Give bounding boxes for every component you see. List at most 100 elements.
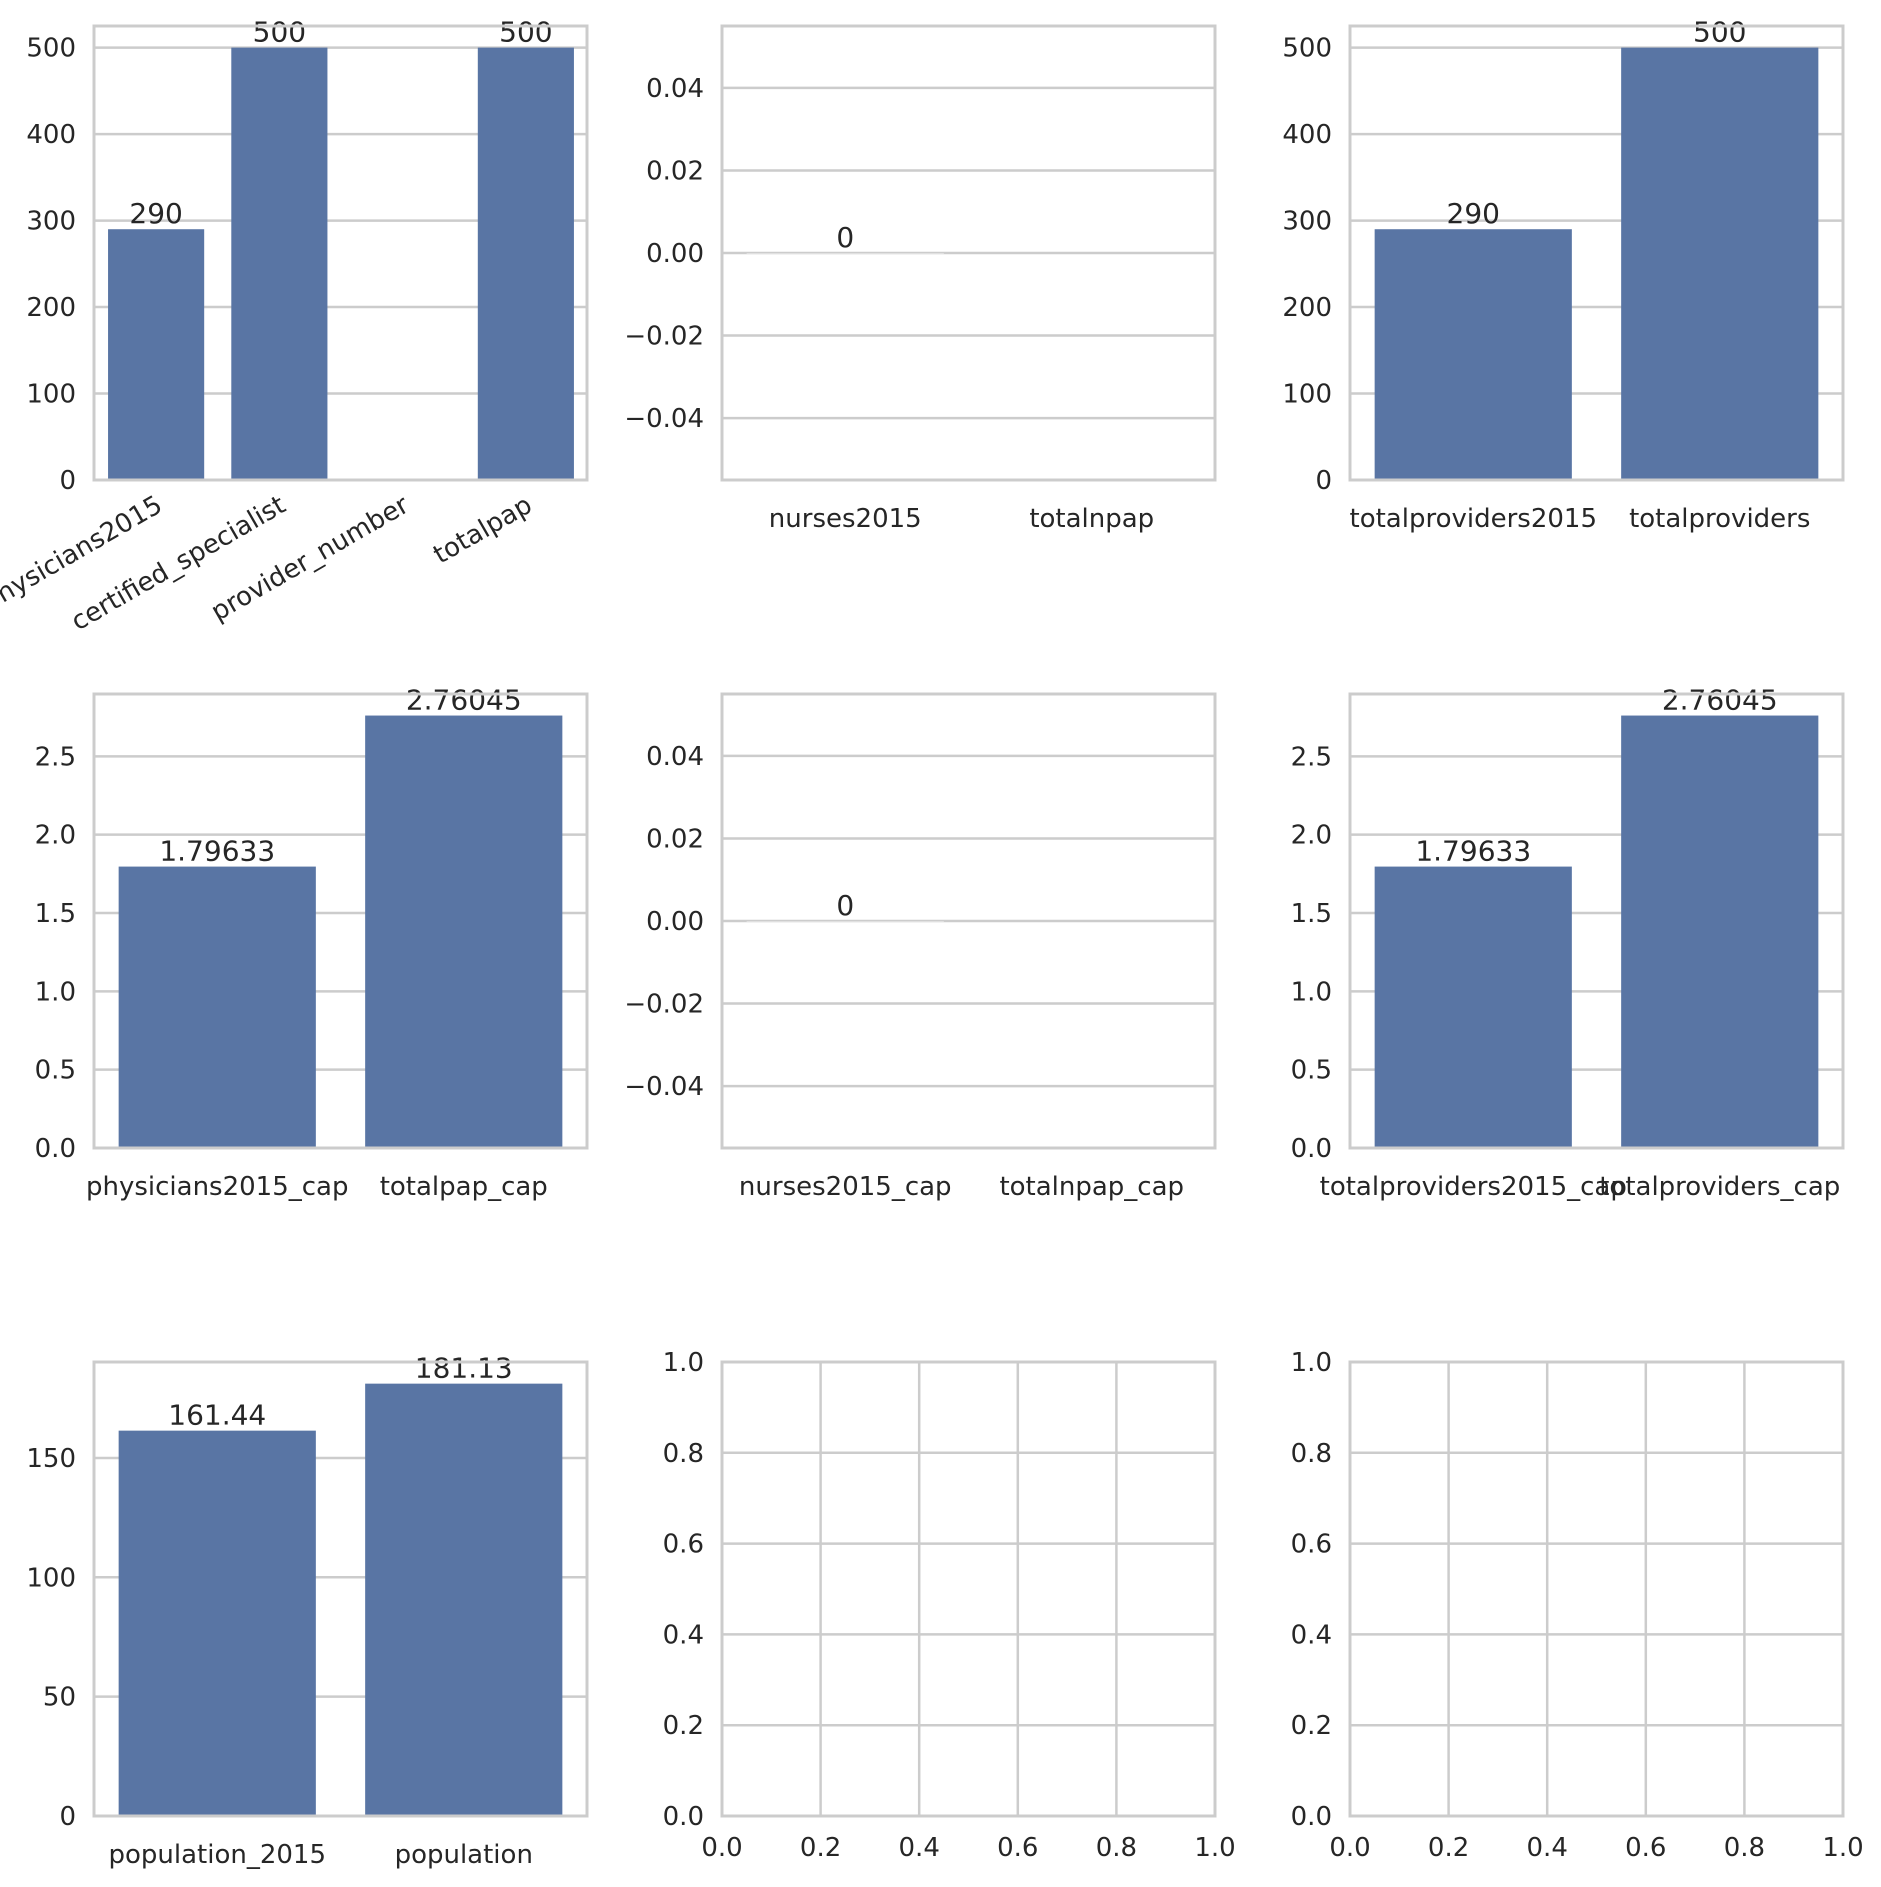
y-tick-label: 0.02 xyxy=(646,156,704,186)
y-tick-label: 0.02 xyxy=(646,824,704,854)
bar-value-label: 500 xyxy=(1693,16,1746,49)
x-tick-label: 0.4 xyxy=(1527,1833,1568,1863)
subplot-9: 0.0 0.2 0.4 0.6 0.8 1.0 0.0 0.2 0.4 0.6 0.8 1.0 xyxy=(1291,1348,1864,1863)
y-tick-label: 100 xyxy=(26,380,76,410)
subplot-2: −0.04 −0.02 0.00 0.02 0.04 0 nurses2015 totalnp… xyxy=(624,24,1217,534)
axes-frame xyxy=(92,24,589,482)
y-tick-label: 0.2 xyxy=(1291,1711,1332,1741)
bar-value-label: 290 xyxy=(1447,197,1500,230)
bar-physicians2015_cap xyxy=(118,866,316,1148)
y-tick-label: 100 xyxy=(26,1563,76,1593)
axes-frame xyxy=(720,692,1217,1150)
y-tick-label: 0.5 xyxy=(1291,1056,1332,1086)
y-tick-label: 1.0 xyxy=(35,977,76,1007)
y-tick-label: 500 xyxy=(26,34,76,64)
x-tick-label: 0.6 xyxy=(997,1833,1038,1863)
bar-nurses2015_cap xyxy=(746,921,944,922)
y-tick-label: 1.5 xyxy=(35,899,76,929)
x-tick-label: totalproviders2015 xyxy=(1350,504,1598,534)
y-tick-label: 0 xyxy=(1315,466,1332,496)
subplot-6: 0.0 0.5 1.0 1.5 2.0 2.5 1.79633 totalproviders2… xyxy=(1291,684,1845,1202)
y-tick-label: −0.04 xyxy=(624,1072,704,1102)
x-tick-label: 0.0 xyxy=(701,1833,742,1863)
x-tick-label: 0.6 xyxy=(1625,1833,1666,1863)
y-tick-label: 2.5 xyxy=(35,742,76,772)
y-tick-label: 1.0 xyxy=(1291,1348,1332,1378)
x-tick-label: 0.0 xyxy=(1329,1833,1370,1863)
subplot-8: 0.0 0.2 0.4 0.6 0.8 1.0 0.0 0.2 0.4 0.6 0.8 1.0 xyxy=(663,1348,1236,1863)
y-tick-label: 0 xyxy=(59,466,76,496)
x-tick-label: totalproviders_cap xyxy=(1599,1172,1840,1202)
bar-totalproviders2015_cap xyxy=(1374,866,1572,1148)
y-tick-label: 150 xyxy=(26,1444,76,1474)
y-tick-label: 2.5 xyxy=(1291,742,1332,772)
bar-value-label: 2.76045 xyxy=(406,684,522,717)
x-tick-label: certified_specialist xyxy=(66,490,291,637)
y-tick-label: 0.8 xyxy=(663,1439,704,1469)
y-tick-label: 1.5 xyxy=(1291,899,1332,929)
y-tick-label: 0.00 xyxy=(646,907,704,937)
subplot-4: 0.0 0.5 1.0 1.5 2.0 2.5 1.79633 physicians2015_… xyxy=(35,684,589,1202)
x-tick-label: nurses2015 xyxy=(769,504,922,534)
bar-nurses2015 xyxy=(746,253,944,254)
bar-value-label: 1.79633 xyxy=(1415,835,1531,868)
bar-value-label: 1.79633 xyxy=(159,835,275,868)
x-tick-label: 1.0 xyxy=(1194,1833,1235,1863)
x-tick-label: totalnpap xyxy=(1029,504,1154,534)
bar-value-label: 161.44 xyxy=(168,1399,266,1432)
y-tick-label: 0.00 xyxy=(646,239,704,269)
x-tick-label: population xyxy=(395,1840,533,1870)
x-tick-label: totalpap xyxy=(428,490,537,570)
axes-frame xyxy=(92,1360,589,1818)
axes-frame xyxy=(1348,692,1845,1150)
y-tick-label: 200 xyxy=(1282,293,1332,323)
x-tick-label: nurses2015_cap xyxy=(739,1172,952,1202)
y-tick-label: 0.04 xyxy=(646,74,704,104)
y-tick-label: 400 xyxy=(26,120,76,150)
x-tick-label: 0.2 xyxy=(1428,1833,1469,1863)
axes-frame xyxy=(720,24,1217,482)
y-tick-label: −0.02 xyxy=(624,322,704,352)
x-tick-label: physicians2015_cap xyxy=(86,1172,349,1202)
subplot-3: 0 100 200 300 400 500 290 totalproviders2015 500… xyxy=(1282,16,1845,534)
y-tick-label: 1.0 xyxy=(663,1348,704,1378)
y-tick-label: 100 xyxy=(1282,380,1332,410)
bar-value-label: 290 xyxy=(129,197,182,230)
axes-frame xyxy=(720,1360,1217,1818)
x-tick-label: totalproviders2015_cap xyxy=(1320,1172,1627,1202)
y-tick-label: 300 xyxy=(1282,207,1332,237)
subplot-5: −0.04 −0.02 0.00 0.02 0.04 0 nurses2015_cap tot… xyxy=(624,692,1217,1202)
y-tick-label: 0.8 xyxy=(1291,1439,1332,1469)
bar-value-label: 500 xyxy=(253,16,306,49)
x-tick-label: totalpap_cap xyxy=(380,1172,548,1202)
y-tick-label: 0.0 xyxy=(663,1802,704,1832)
y-tick-label: 50 xyxy=(43,1683,76,1713)
bar-totalpap xyxy=(477,47,574,480)
y-tick-label: 400 xyxy=(1282,120,1332,150)
bar-certified_specialist xyxy=(231,47,328,480)
bar-population_2015 xyxy=(118,1430,316,1816)
axes-frame xyxy=(1348,1360,1845,1818)
y-tick-label: 1.0 xyxy=(1291,977,1332,1007)
x-tick-label: totalnpap_cap xyxy=(999,1172,1184,1202)
bar-value-label: 2.76045 xyxy=(1662,684,1778,717)
x-tick-label: 0.8 xyxy=(1724,1833,1765,1863)
y-tick-label: 2.0 xyxy=(35,821,76,851)
y-tick-label: 0.0 xyxy=(35,1134,76,1164)
y-tick-label: 0.5 xyxy=(35,1056,76,1086)
y-tick-label: 0.4 xyxy=(1291,1620,1332,1650)
x-tick-label: provider_number xyxy=(206,490,414,628)
bar-totalproviders2015 xyxy=(1374,229,1572,480)
bar-value-label: 500 xyxy=(499,16,552,49)
x-tick-label: population_2015 xyxy=(108,1840,326,1870)
y-tick-label: 0.6 xyxy=(663,1530,704,1560)
x-tick-label: 0.8 xyxy=(1096,1833,1137,1863)
bar-value-label: 181.13 xyxy=(415,1352,513,1385)
y-tick-label: 0.6 xyxy=(1291,1530,1332,1560)
y-tick-label: 0.4 xyxy=(663,1620,704,1650)
y-tick-label: 0.04 xyxy=(646,742,704,772)
bar-totalproviders xyxy=(1621,47,1819,480)
y-tick-label: 300 xyxy=(26,207,76,237)
y-tick-label: 0.0 xyxy=(1291,1802,1332,1832)
